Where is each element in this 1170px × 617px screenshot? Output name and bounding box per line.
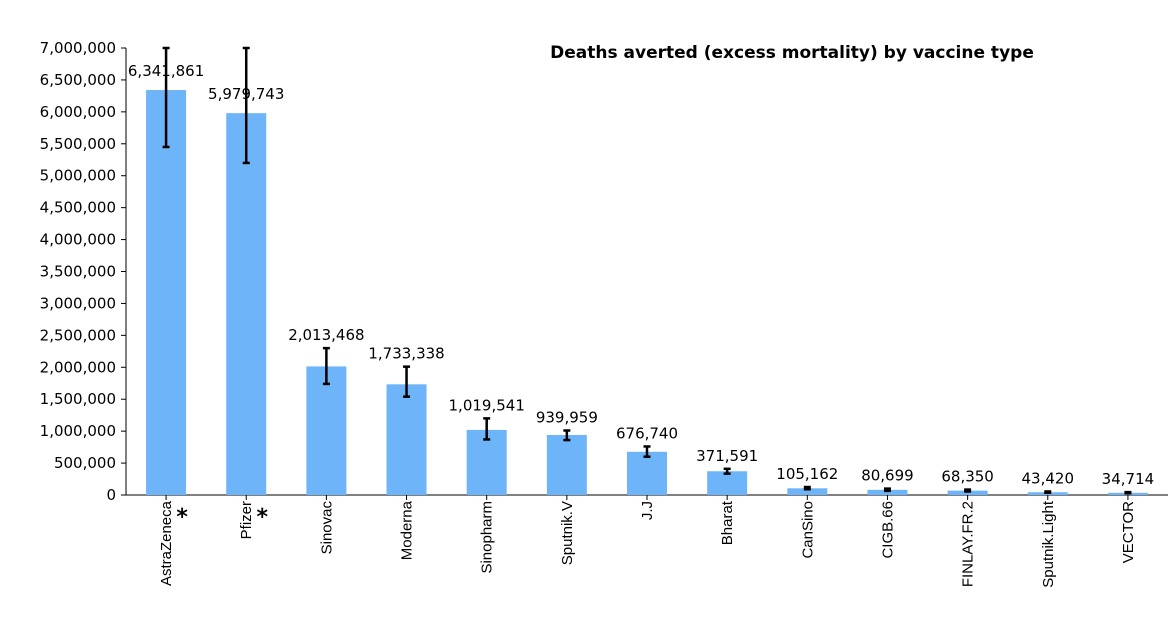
y-tick-label: 2,000,000 (40, 358, 116, 376)
y-tick-label: 7,000,000 (40, 39, 116, 57)
y-tick-label: 5,000,000 (40, 167, 116, 185)
y-tick-label: 6,500,000 (40, 71, 116, 89)
category-label: Sputnik.Light (1040, 500, 1057, 588)
bar-sputnik-v (546, 434, 587, 495)
bar-sinopharm (466, 429, 507, 495)
category-label: CanSino (799, 501, 816, 559)
y-tick-label: 4,500,000 (40, 199, 116, 217)
category-label: FINLAY.FR.2 (960, 501, 977, 587)
y-tick-label: 2,500,000 (40, 326, 116, 344)
value-label: 939,959 (536, 409, 598, 427)
bar-astrazeneca (146, 90, 187, 495)
bar-j-j (627, 451, 667, 495)
category-label: Sputnik.V (559, 501, 576, 565)
category-label: VECTOR (1120, 501, 1137, 563)
value-label: 6,341,861 (128, 62, 204, 80)
y-tick-label: 5,500,000 (40, 135, 116, 153)
chart-title: Deaths averted (excess mortality) by vac… (550, 43, 1034, 63)
y-tick-label: 0 (106, 486, 116, 504)
category-labels-group: AstraZeneca * Pfizer * Sinovac Moderna Sinopha… (158, 495, 1137, 588)
y-tick-label: 3,000,000 (40, 294, 116, 312)
asterisk-marker: * (176, 505, 188, 530)
value-label: 5,979,743 (208, 85, 284, 103)
value-label: 1,733,338 (368, 345, 444, 363)
value-label: 68,350 (941, 468, 994, 486)
bar-cigb-66 (867, 489, 908, 495)
category-label: Moderna (399, 500, 416, 560)
y-tick-label: 500,000 (54, 454, 116, 472)
asterisk-marker: * (256, 505, 268, 530)
y-tick-label: 3,500,000 (40, 263, 116, 281)
bar-bharat (707, 471, 748, 495)
y-tick-label: 6,000,000 (40, 103, 116, 121)
bar-cansino (787, 488, 828, 495)
bar-moderna (386, 384, 427, 495)
y-tick-label: 1,000,000 (40, 422, 116, 440)
bars-group (146, 90, 1148, 495)
value-label: 371,591 (696, 447, 758, 465)
y-tick-label: 4,000,000 (40, 231, 116, 249)
category-label: Sinopharm (479, 501, 496, 574)
bar-pfizer (226, 113, 267, 495)
value-label: 2,013,468 (288, 326, 364, 344)
value-label: 105,162 (776, 465, 838, 483)
y-axis-ticks: 0 500,000 1,000,000 1,500,000 2,000,000 2,500… (40, 39, 126, 504)
value-label: 43,420 (1022, 469, 1075, 487)
value-label: 676,740 (616, 424, 678, 442)
y-tick-label: 1,500,000 (40, 390, 116, 408)
category-label: CIGB.66 (879, 501, 896, 559)
category-label: Pfizer (238, 501, 255, 539)
category-label: Bharat (719, 500, 736, 545)
bar-finlay-fr-2 (947, 490, 988, 495)
error-bars-group (162, 46, 1132, 495)
category-label: J.J (639, 501, 656, 520)
bar-sinovac (306, 366, 347, 495)
value-label: 1,019,541 (449, 396, 525, 414)
category-label: Sinovac (318, 501, 335, 555)
value-label: 80,699 (861, 467, 914, 485)
category-label: AstraZeneca (158, 500, 175, 586)
value-label: 34,714 (1102, 470, 1155, 488)
